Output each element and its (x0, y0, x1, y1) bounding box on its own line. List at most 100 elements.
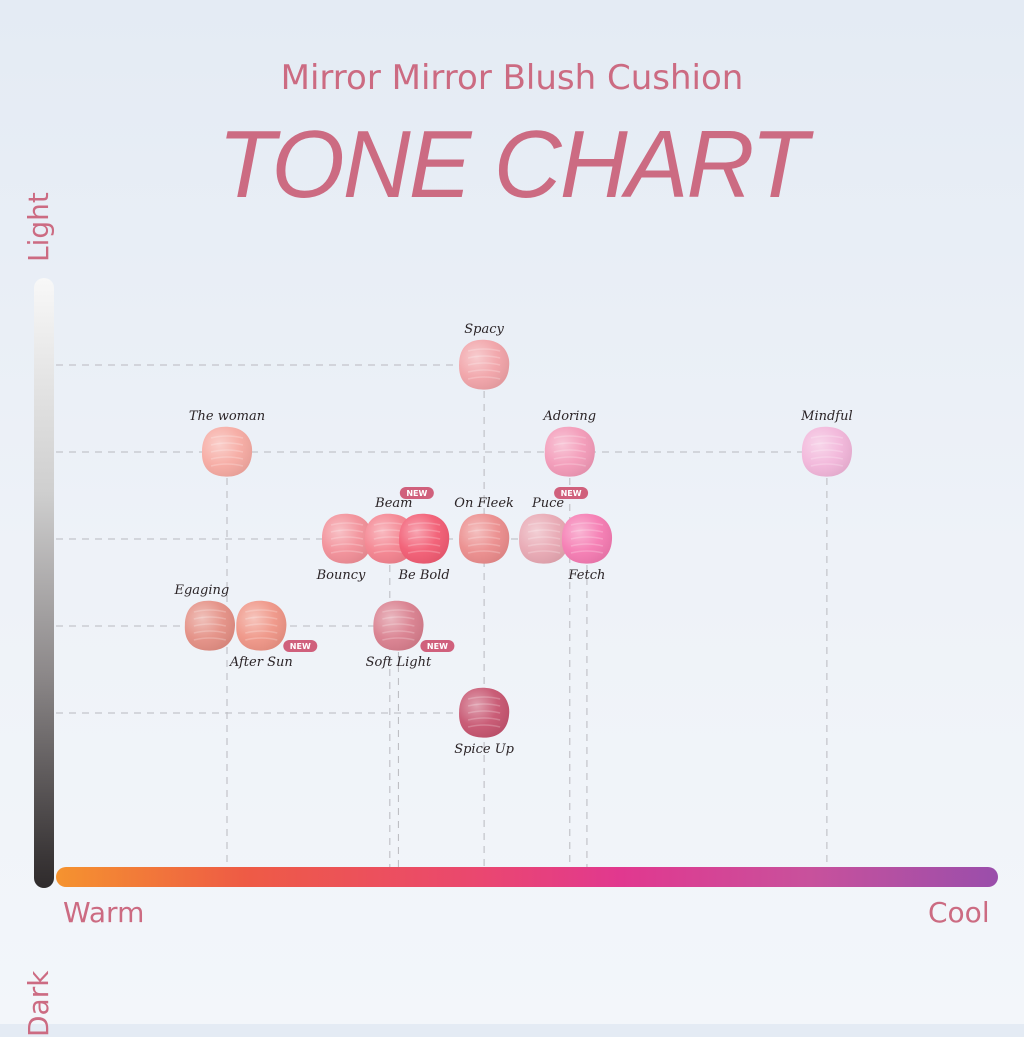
shade-label: Egaging (173, 583, 229, 598)
new-badge-text: NEW (406, 489, 427, 498)
swatch-sheen (184, 600, 236, 651)
swatch-texture (210, 449, 244, 453)
swatch-texture (570, 550, 604, 554)
x-axis-low-label: Warm (63, 896, 145, 929)
swatch-texture (467, 536, 501, 540)
lightness-axis-bar (34, 278, 54, 888)
swatch-texture (193, 637, 227, 641)
shade-label: The woman (189, 409, 265, 424)
swatch-texture (467, 376, 501, 380)
swatch-texture (407, 529, 441, 533)
swatch-texture (330, 522, 364, 526)
swatch-texture (330, 550, 364, 554)
swatch-texture (245, 623, 278, 627)
swatch-sheen (321, 513, 373, 564)
swatch-texture (467, 362, 501, 366)
swatch-texture (527, 543, 561, 547)
swatch-texture (407, 536, 441, 540)
swatch-texture (382, 630, 415, 634)
swatch-fetch: Fetch (561, 513, 613, 583)
swatch-sheen (236, 600, 287, 651)
swatch-texture (467, 710, 501, 714)
shade-label: Soft Light (366, 655, 432, 670)
swatch-texture (527, 529, 561, 533)
swatch-texture (467, 543, 501, 547)
new-badge-text: NEW (290, 642, 311, 651)
swatch-texture (210, 456, 244, 460)
swatch-texture (245, 637, 278, 641)
swatch-texture (407, 543, 441, 547)
swatch-after-sun: After Sun NEW (229, 600, 318, 670)
shade-label: Adoring (542, 409, 596, 424)
swatch-texture (467, 529, 501, 533)
swatch-texture (193, 609, 227, 613)
swatch-texture (527, 550, 561, 554)
swatch-texture (467, 522, 501, 526)
swatch-texture (245, 609, 278, 613)
shade-label: Spacy (464, 322, 504, 337)
swatch-texture (570, 543, 604, 547)
swatch-texture (810, 442, 844, 446)
swatch-texture (467, 355, 501, 359)
swatch-texture (467, 717, 501, 721)
swatch-sheen (459, 339, 510, 390)
swatch-sheen (801, 426, 853, 477)
shade-label: On Fleek (454, 496, 514, 511)
swatch-the-woman: The woman (189, 409, 265, 477)
swatch-texture (467, 724, 501, 728)
swatch-texture (553, 463, 586, 467)
swatch-be-bold: Be Bold (397, 513, 450, 583)
swatch-texture (553, 442, 586, 446)
swatch-texture (553, 456, 586, 460)
swatch-sheen (519, 513, 570, 564)
swatch-texture (193, 623, 227, 627)
swatch-soft-light: Soft Light NEW (366, 600, 455, 670)
new-badge-text: NEW (427, 642, 448, 651)
swatch-texture (467, 703, 501, 707)
swatch-texture (382, 637, 415, 641)
swatch-texture (382, 609, 415, 613)
swatch-texture (330, 529, 364, 533)
swatch-texture (407, 522, 441, 526)
swatch-texture (193, 630, 227, 634)
swatch-on-fleek: On Fleek (454, 496, 514, 564)
swatch-spacy: Spacy (459, 322, 510, 390)
swatch-texture (810, 449, 844, 453)
swatch-texture (553, 449, 586, 453)
swatch-sheen (459, 513, 510, 564)
tone-axis-bar (56, 867, 998, 887)
swatch-texture (193, 616, 227, 620)
swatch-sheen (373, 600, 424, 651)
swatch-texture (210, 463, 244, 467)
new-badge (554, 487, 589, 499)
swatch-texture (467, 348, 501, 352)
new-badge (420, 640, 455, 652)
swatch-sheen (561, 513, 613, 564)
shade-label: Beam (374, 496, 412, 511)
swatch-texture (527, 536, 561, 540)
swatch-texture (810, 435, 844, 439)
chart-subtitle: Mirror Mirror Blush Cushion (280, 58, 744, 98)
shade-label: Be Bold (397, 568, 449, 583)
swatch-egaging: Egaging (173, 583, 236, 651)
shade-label: Spice Up (454, 742, 514, 757)
swatch-sheen (201, 426, 253, 477)
swatch-texture (467, 369, 501, 373)
shade-label: Fetch (567, 568, 605, 583)
swatch-texture (210, 442, 244, 446)
swatch-texture (810, 456, 844, 460)
swatch-sheen (544, 426, 595, 477)
new-badge (283, 640, 318, 652)
chart-title: TONE CHART (217, 111, 808, 218)
shade-label: Bouncy (316, 568, 366, 583)
swatch-texture (467, 696, 501, 700)
swatch-texture (553, 435, 586, 439)
swatch-spice-up: Spice Up (454, 687, 515, 757)
shade-label: After Sun (229, 655, 293, 670)
swatch-texture (382, 623, 415, 627)
swatch-texture (210, 435, 244, 439)
swatch-texture (330, 543, 364, 547)
swatch-texture (467, 550, 501, 554)
